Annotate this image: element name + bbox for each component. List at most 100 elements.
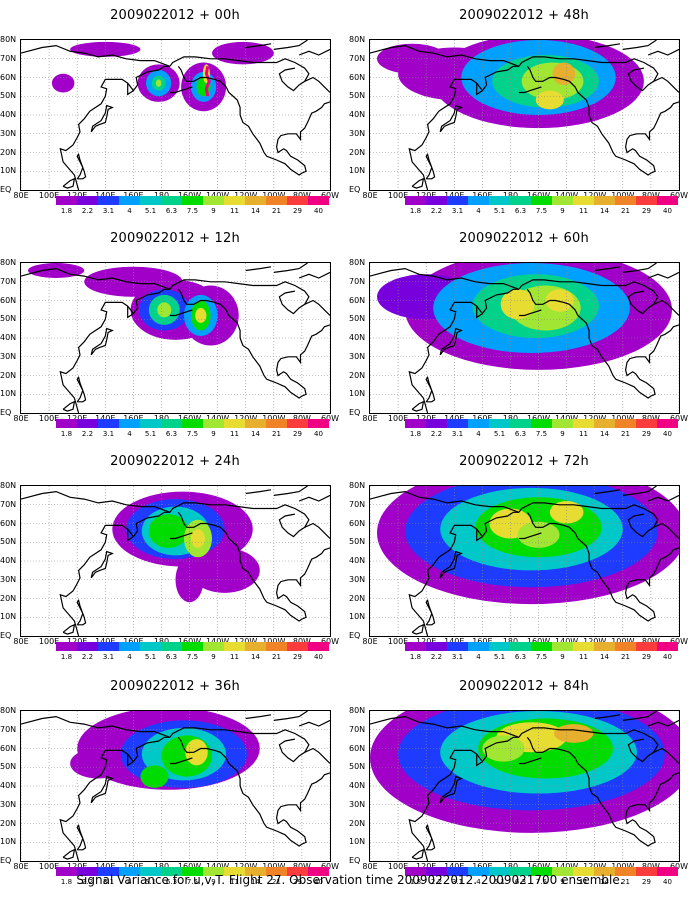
coastline [62,623,76,635]
colorbar-segment [426,867,447,876]
variance-contour-fill [140,765,169,788]
lon-tick-label: 160E [472,191,492,200]
lon-tick-label: 160W [178,191,201,200]
coastline [476,529,483,542]
lon-tick-label: 100E [38,414,60,423]
coastline [476,83,483,96]
lon-tick-label: 60W [669,637,689,646]
lon-tick-label: 100W [611,862,634,871]
lat-tick-label: 10N [0,166,17,176]
lat-tick-label: 50N [0,762,17,772]
variance-contour-fill [549,501,584,524]
coastline [298,48,330,56]
colorbar-segment [203,196,224,205]
colorbar-tick-label: 4 [127,653,132,661]
coastline [411,623,425,635]
coastline [76,599,87,626]
lon-tick-label: 100E [387,862,409,871]
coastline [370,490,520,513]
lat-tick-label: 20N [0,593,17,603]
colorbar-tick-label: 4 [127,430,132,438]
colorbar-tick-label: 1.8 [409,653,422,661]
colorbar-segment [636,419,657,428]
lon-tick-label: 80E [13,862,29,871]
lon-tick-label: 120E [416,414,436,423]
colorbar-segment [161,642,182,651]
lon-tick-label: 120E [416,862,436,871]
lat-tick-label: 60N [0,295,17,305]
lat-tick-label: 60N [349,743,366,753]
colorbar-tick-label: 6.3 [514,430,527,438]
coastline [594,266,621,272]
coastline [169,757,193,765]
lon-tick-label: 60W [669,191,689,200]
coastline [177,736,330,847]
lon-tick-label: 60W [320,191,340,200]
coastline [526,511,679,622]
colorbar-tick-label: 4 [476,430,481,438]
coastline [273,486,308,496]
variance-contour-fill [195,308,207,323]
colorbar-segment [657,419,678,428]
lon-tick-label: 160W [527,862,550,871]
colorbar-ticks: 1.8 2.2 3.1 4 5.1 6.3 7.5 9 11 14 21 29 40 [405,653,672,662]
colorbar-tick-label: 1.8 [60,653,73,661]
lat-tick-label: 40N [0,556,17,565]
colorbar-segment [615,642,636,651]
colorbar-tick-label: 2.2 [81,653,94,661]
lon-tick-label: 100E [38,637,60,646]
colorbar-segment [308,419,329,428]
coastline [90,104,114,133]
coastline [518,727,659,763]
colorbar-segment [468,867,489,876]
lon-tick-label: 120W [583,191,606,200]
panel-title: 2009022012 + 36h [110,679,240,694]
variance-contour-fill [51,73,75,93]
coastline [21,44,171,67]
colorbar-segment [489,642,510,651]
colorbar-tick-label: 9 [211,878,216,886]
colorbar-tick-label: 29 [293,207,302,215]
lat-tick-label: EQ [0,408,12,417]
lon-tick-label: 100W [611,414,634,423]
lon-tick-label: 120W [583,637,606,646]
coastline [21,490,171,513]
coastline [408,511,519,636]
variance-contour-fill [148,514,189,548]
coastline [245,714,272,720]
lon-tick-label: 80E [362,191,378,200]
colorbar-tick-label: 3.1 [102,878,115,886]
colorbar [56,419,329,428]
coastline [425,824,436,851]
lat-tick-label: 70N [0,499,17,509]
panel-title: 2009022012 + 12h [110,231,240,246]
lon-tick-label: 100W [611,637,634,646]
lon-tick-label: 160E [472,862,492,871]
coastline [518,757,542,765]
coastline [594,43,621,49]
colorbar-segment [636,642,657,651]
colorbar-tick-label: 21 [272,430,281,438]
lat-tick-label: 40N [349,110,366,119]
colorbar-segment [447,419,468,428]
lon-tick-label: 80W [642,191,660,200]
signal-variance-map [20,485,331,637]
colorbar-segment [224,642,245,651]
colorbar-tick-label: 40 [663,653,672,661]
colorbar-tick-label: 29 [642,430,651,438]
coastline [647,494,679,502]
lat-tick-label: 10N [349,612,366,622]
colorbar-segment [245,419,266,428]
lon-tick-label: 60W [320,637,340,646]
lon-tick-label: 120W [234,191,257,200]
colorbar-tick-label: 40 [314,430,323,438]
colorbar-tick-label: 6.3 [514,653,527,661]
colorbar-segment [245,196,266,205]
lon-tick-label: 120W [234,414,257,423]
coastline [518,86,542,94]
lat-tick-label: EQ [349,185,361,194]
signal-variance-map [20,710,331,862]
colorbar-segment [468,419,489,428]
forecast-panel: 2009022012 + 24h 80N 70N 60N 50N 40N 30N 20N 10N… [0,446,350,668]
lon-tick-label: 100W [611,191,634,200]
